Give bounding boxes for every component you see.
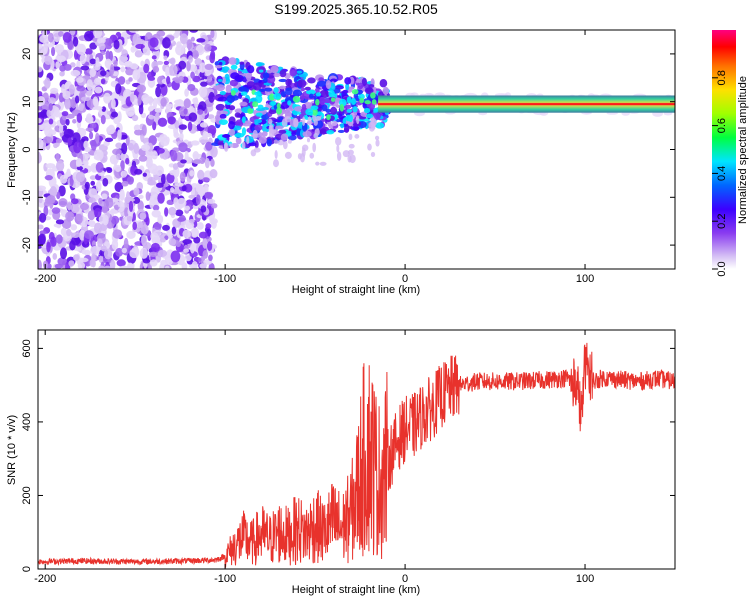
snr-y-label: SNR (10 * v/v) bbox=[6, 415, 18, 485]
spectrogram-image bbox=[38, 30, 675, 269]
colorbar-tick-label: 0.2 bbox=[716, 214, 728, 229]
spectrogram-y-tick-label: -20 bbox=[21, 237, 33, 253]
snr-x-tick-label: 100 bbox=[576, 573, 594, 585]
spectrogram-y-label: Frequency (Hz) bbox=[6, 112, 18, 188]
spectrogram-x-tick-label: 0 bbox=[402, 273, 408, 285]
snr-x-tick-label: 0 bbox=[402, 573, 408, 585]
spectrogram-y-axis: -20 -10 0 10 20 bbox=[21, 48, 675, 253]
snr-series-line bbox=[38, 342, 675, 569]
colorbar-tick-label: 0.0 bbox=[716, 261, 728, 276]
snr-x-tick-label: -100 bbox=[214, 573, 236, 585]
snr-y-tick-label: 0 bbox=[21, 566, 33, 572]
colorbar-ticks: 0.0 0.2 0.4 0.6 0.8 bbox=[712, 70, 728, 277]
colorbar-gradient bbox=[712, 30, 736, 269]
spectrogram-y-tick-label: 10 bbox=[21, 96, 33, 108]
colorbar-tick-label: 0.4 bbox=[716, 166, 728, 181]
colorbar: 0.0 0.2 0.4 0.6 0.8 Normalized spectral ampl… bbox=[712, 30, 749, 277]
snr-frame bbox=[37, 329, 676, 570]
snr-y-axis: 0 200 400 600 bbox=[21, 339, 675, 572]
snr-y-tick-label: 600 bbox=[21, 339, 33, 357]
snr-x-axis: -200 -100 0 100 bbox=[34, 330, 594, 585]
snr-panel: -200 -100 0 100 0 200 400 600 Height of straig… bbox=[6, 329, 676, 596]
spectrogram-y-tick-label: 20 bbox=[21, 48, 33, 60]
colorbar-label: Normalized spectral amplitude bbox=[737, 76, 749, 224]
snr-y-tick-label: 200 bbox=[21, 486, 33, 504]
spectrogram-x-label: Height of straight line (km) bbox=[292, 284, 420, 296]
snr-y-tick-label: 400 bbox=[21, 413, 33, 431]
spectrogram-y-tick-label: 0 bbox=[21, 146, 33, 152]
spectrogram-x-tick-label: -200 bbox=[34, 273, 56, 285]
colorbar-tick-label: 0.8 bbox=[716, 70, 728, 85]
snr-x-tick-label: -200 bbox=[34, 573, 56, 585]
colorbar-tick-label: 0.6 bbox=[716, 118, 728, 133]
snr-x-label: Height of straight line (km) bbox=[292, 584, 420, 596]
spectrogram-x-tick-label: -100 bbox=[214, 273, 236, 285]
spectrogram-x-axis: -200 -100 0 100 bbox=[34, 30, 594, 285]
figure-title: S199.2025.365.10.52.R05 bbox=[274, 1, 438, 17]
spectrogram-x-tick-label: 100 bbox=[576, 273, 594, 285]
spectrogram-y-tick-label: -10 bbox=[21, 189, 33, 205]
